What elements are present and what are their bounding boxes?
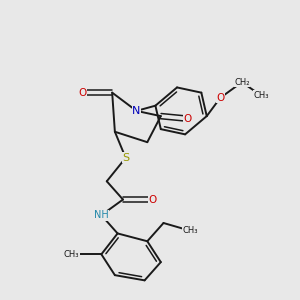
Text: NH: NH xyxy=(94,210,109,220)
Text: O: O xyxy=(148,194,157,205)
Text: O: O xyxy=(184,114,192,124)
Text: CH₃: CH₃ xyxy=(253,91,268,100)
Text: CH₃: CH₃ xyxy=(183,226,198,235)
Text: CH₂: CH₂ xyxy=(234,78,250,87)
Text: S: S xyxy=(122,153,129,163)
Text: CH₃: CH₃ xyxy=(64,250,80,259)
Text: N: N xyxy=(132,106,141,116)
Text: O: O xyxy=(216,93,224,103)
Text: O: O xyxy=(78,88,87,98)
